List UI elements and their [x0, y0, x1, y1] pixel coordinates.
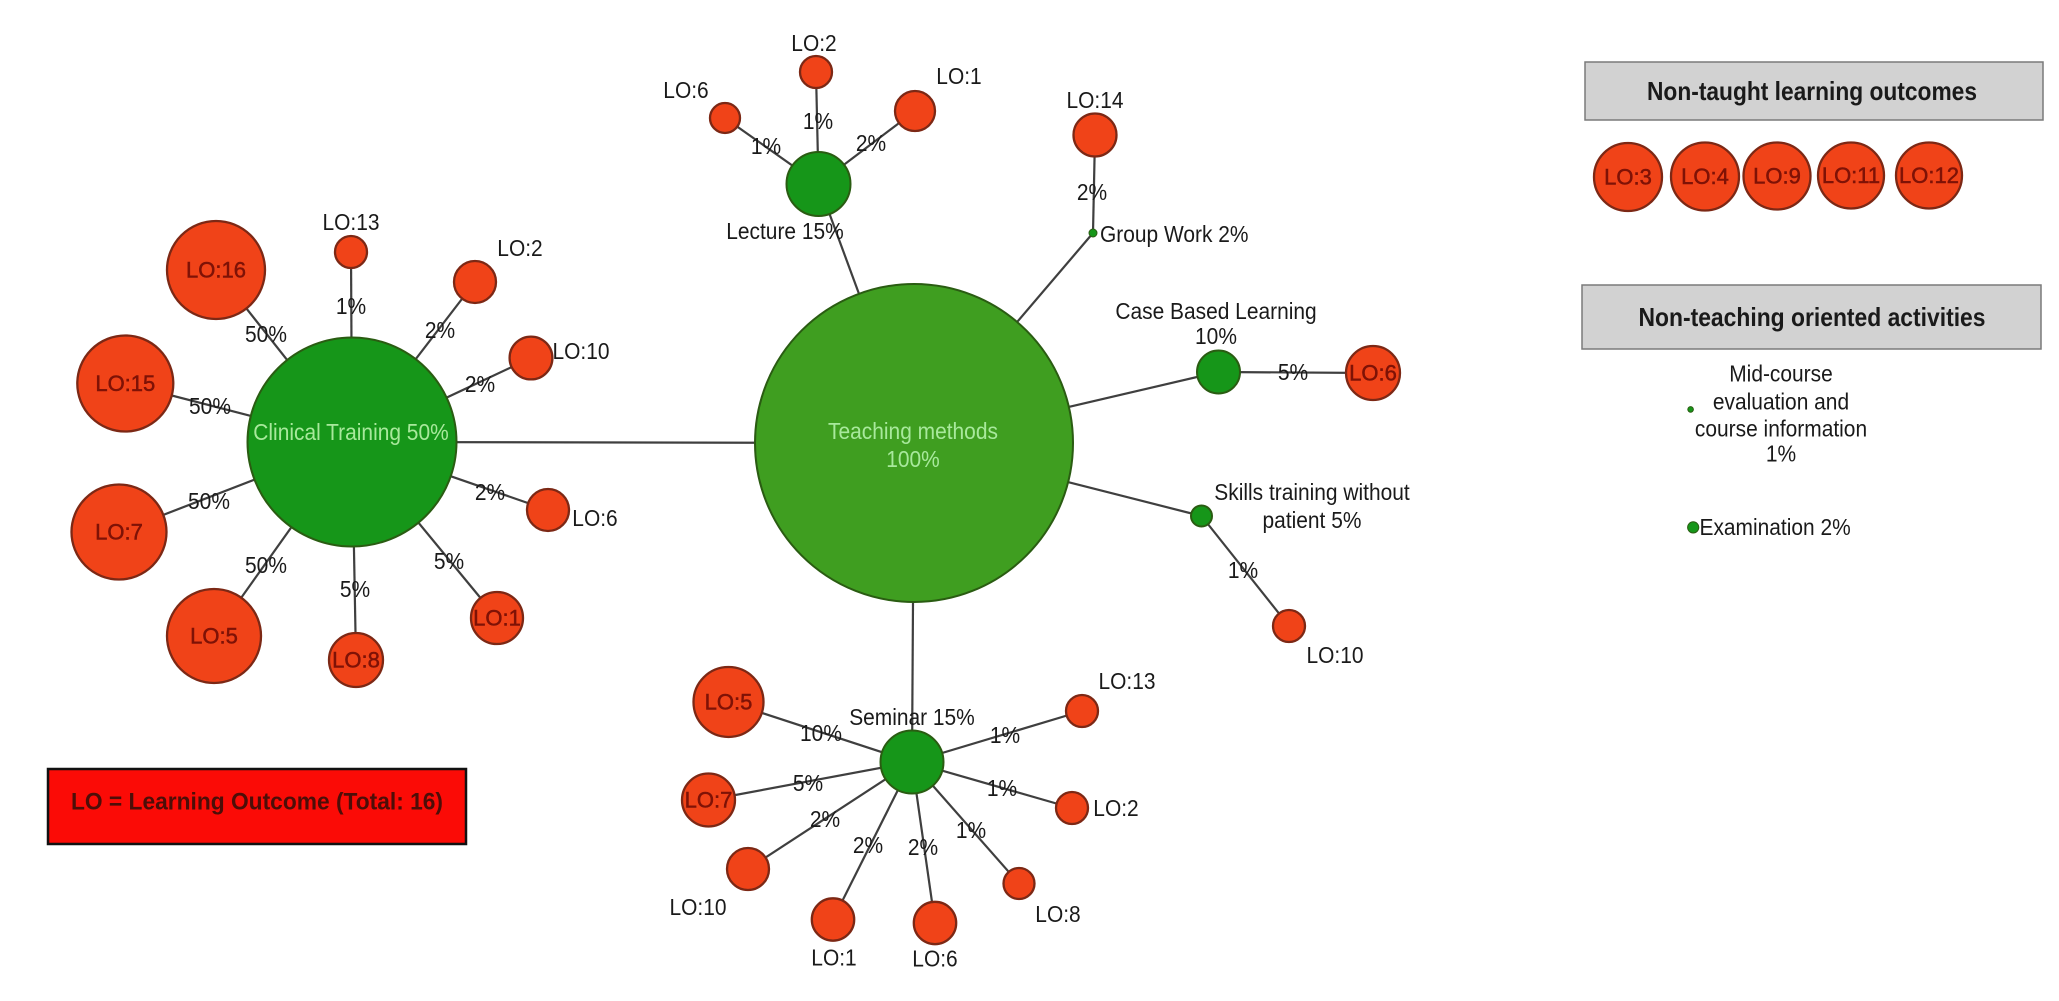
svg-text:2%: 2%	[475, 479, 505, 505]
svg-text:5%: 5%	[1278, 359, 1308, 385]
svg-text:Seminar 15%: Seminar 15%	[849, 704, 975, 730]
svg-text:1%: 1%	[987, 775, 1017, 801]
svg-text:2%: 2%	[856, 130, 886, 156]
svg-text:1%: 1%	[751, 133, 781, 159]
svg-text:LO:8: LO:8	[332, 648, 380, 673]
svg-text:100%: 100%	[886, 446, 940, 472]
svg-text:5%: 5%	[434, 548, 464, 574]
svg-text:2%: 2%	[810, 806, 840, 832]
svg-text:LO:2: LO:2	[497, 235, 542, 261]
svg-text:LO:8: LO:8	[1035, 901, 1080, 927]
svg-text:5%: 5%	[340, 576, 370, 602]
svg-text:LO:10: LO:10	[670, 894, 727, 920]
svg-text:LO:1: LO:1	[936, 63, 981, 89]
svg-text:50%: 50%	[189, 393, 231, 419]
svg-text:50%: 50%	[245, 321, 287, 347]
svg-text:Non-teaching oriented activiti: Non-teaching oriented activities	[1639, 302, 1986, 332]
svg-text:10%: 10%	[800, 720, 842, 746]
svg-text:2%: 2%	[908, 834, 938, 860]
svg-text:LO:2: LO:2	[791, 30, 836, 56]
svg-text:LO:6: LO:6	[912, 946, 957, 972]
svg-text:LO:3: LO:3	[1604, 165, 1652, 190]
svg-text:LO:11: LO:11	[1822, 163, 1880, 188]
svg-text:Mid-course: Mid-course	[1729, 361, 1833, 387]
svg-text:LO:10: LO:10	[553, 338, 610, 364]
svg-text:Lecture 15%: Lecture 15%	[726, 218, 844, 244]
svg-text:LO:10: LO:10	[1307, 642, 1364, 668]
svg-text:1%: 1%	[956, 817, 986, 843]
svg-text:LO:4: LO:4	[1681, 164, 1729, 189]
svg-text:1%: 1%	[336, 293, 366, 319]
svg-text:LO:6: LO:6	[572, 505, 617, 531]
svg-text:1%: 1%	[990, 722, 1020, 748]
svg-text:Case Based Learning: Case Based Learning	[1115, 298, 1316, 324]
svg-text:2%: 2%	[425, 317, 455, 343]
svg-text:2%: 2%	[853, 832, 883, 858]
svg-text:Group Work 2%: Group Work 2%	[1100, 221, 1249, 247]
svg-text:evaluation and: evaluation and	[1713, 389, 1849, 415]
svg-text:course information: course information	[1695, 416, 1867, 442]
svg-text:LO:15: LO:15	[95, 371, 155, 396]
svg-text:10%: 10%	[1195, 323, 1237, 349]
svg-text:Skills training without: Skills training without	[1214, 479, 1410, 505]
svg-text:LO:1: LO:1	[473, 606, 521, 631]
svg-text:Clinical Training 50%: Clinical Training 50%	[253, 419, 448, 445]
svg-text:LO:12: LO:12	[1899, 163, 1959, 188]
svg-text:LO:13: LO:13	[1099, 668, 1156, 694]
svg-text:LO:6: LO:6	[663, 77, 708, 103]
svg-text:LO:16: LO:16	[186, 258, 246, 283]
svg-text:2%: 2%	[465, 371, 495, 397]
svg-text:LO:14: LO:14	[1067, 87, 1124, 113]
svg-text:LO = Learning Outcome (Total:: LO = Learning Outcome (Total: 16)	[71, 789, 443, 816]
svg-text:Examination 2%: Examination 2%	[1700, 514, 1851, 540]
svg-text:LO:7: LO:7	[95, 520, 143, 545]
svg-text:LO:5: LO:5	[705, 690, 753, 715]
svg-text:LO:6: LO:6	[1349, 361, 1397, 386]
svg-text:1%: 1%	[803, 108, 833, 134]
svg-text:LO:5: LO:5	[190, 624, 238, 649]
svg-text:50%: 50%	[245, 552, 287, 578]
svg-text:patient 5%: patient 5%	[1263, 507, 1362, 533]
svg-text:LO:7: LO:7	[685, 788, 733, 813]
svg-text:1%: 1%	[1228, 557, 1258, 583]
svg-text:50%: 50%	[188, 488, 230, 514]
svg-text:1%: 1%	[1766, 441, 1796, 467]
svg-text:LO:2: LO:2	[1093, 795, 1138, 821]
svg-text:Teaching methods: Teaching methods	[828, 418, 998, 444]
svg-text:2%: 2%	[1077, 179, 1107, 205]
svg-text:LO:1: LO:1	[811, 945, 856, 971]
svg-text:LO:9: LO:9	[1753, 164, 1801, 189]
svg-text:LO:13: LO:13	[323, 209, 380, 235]
svg-text:Non-taught learning outcomes: Non-taught learning outcomes	[1647, 76, 1977, 106]
svg-text:5%: 5%	[793, 770, 823, 796]
